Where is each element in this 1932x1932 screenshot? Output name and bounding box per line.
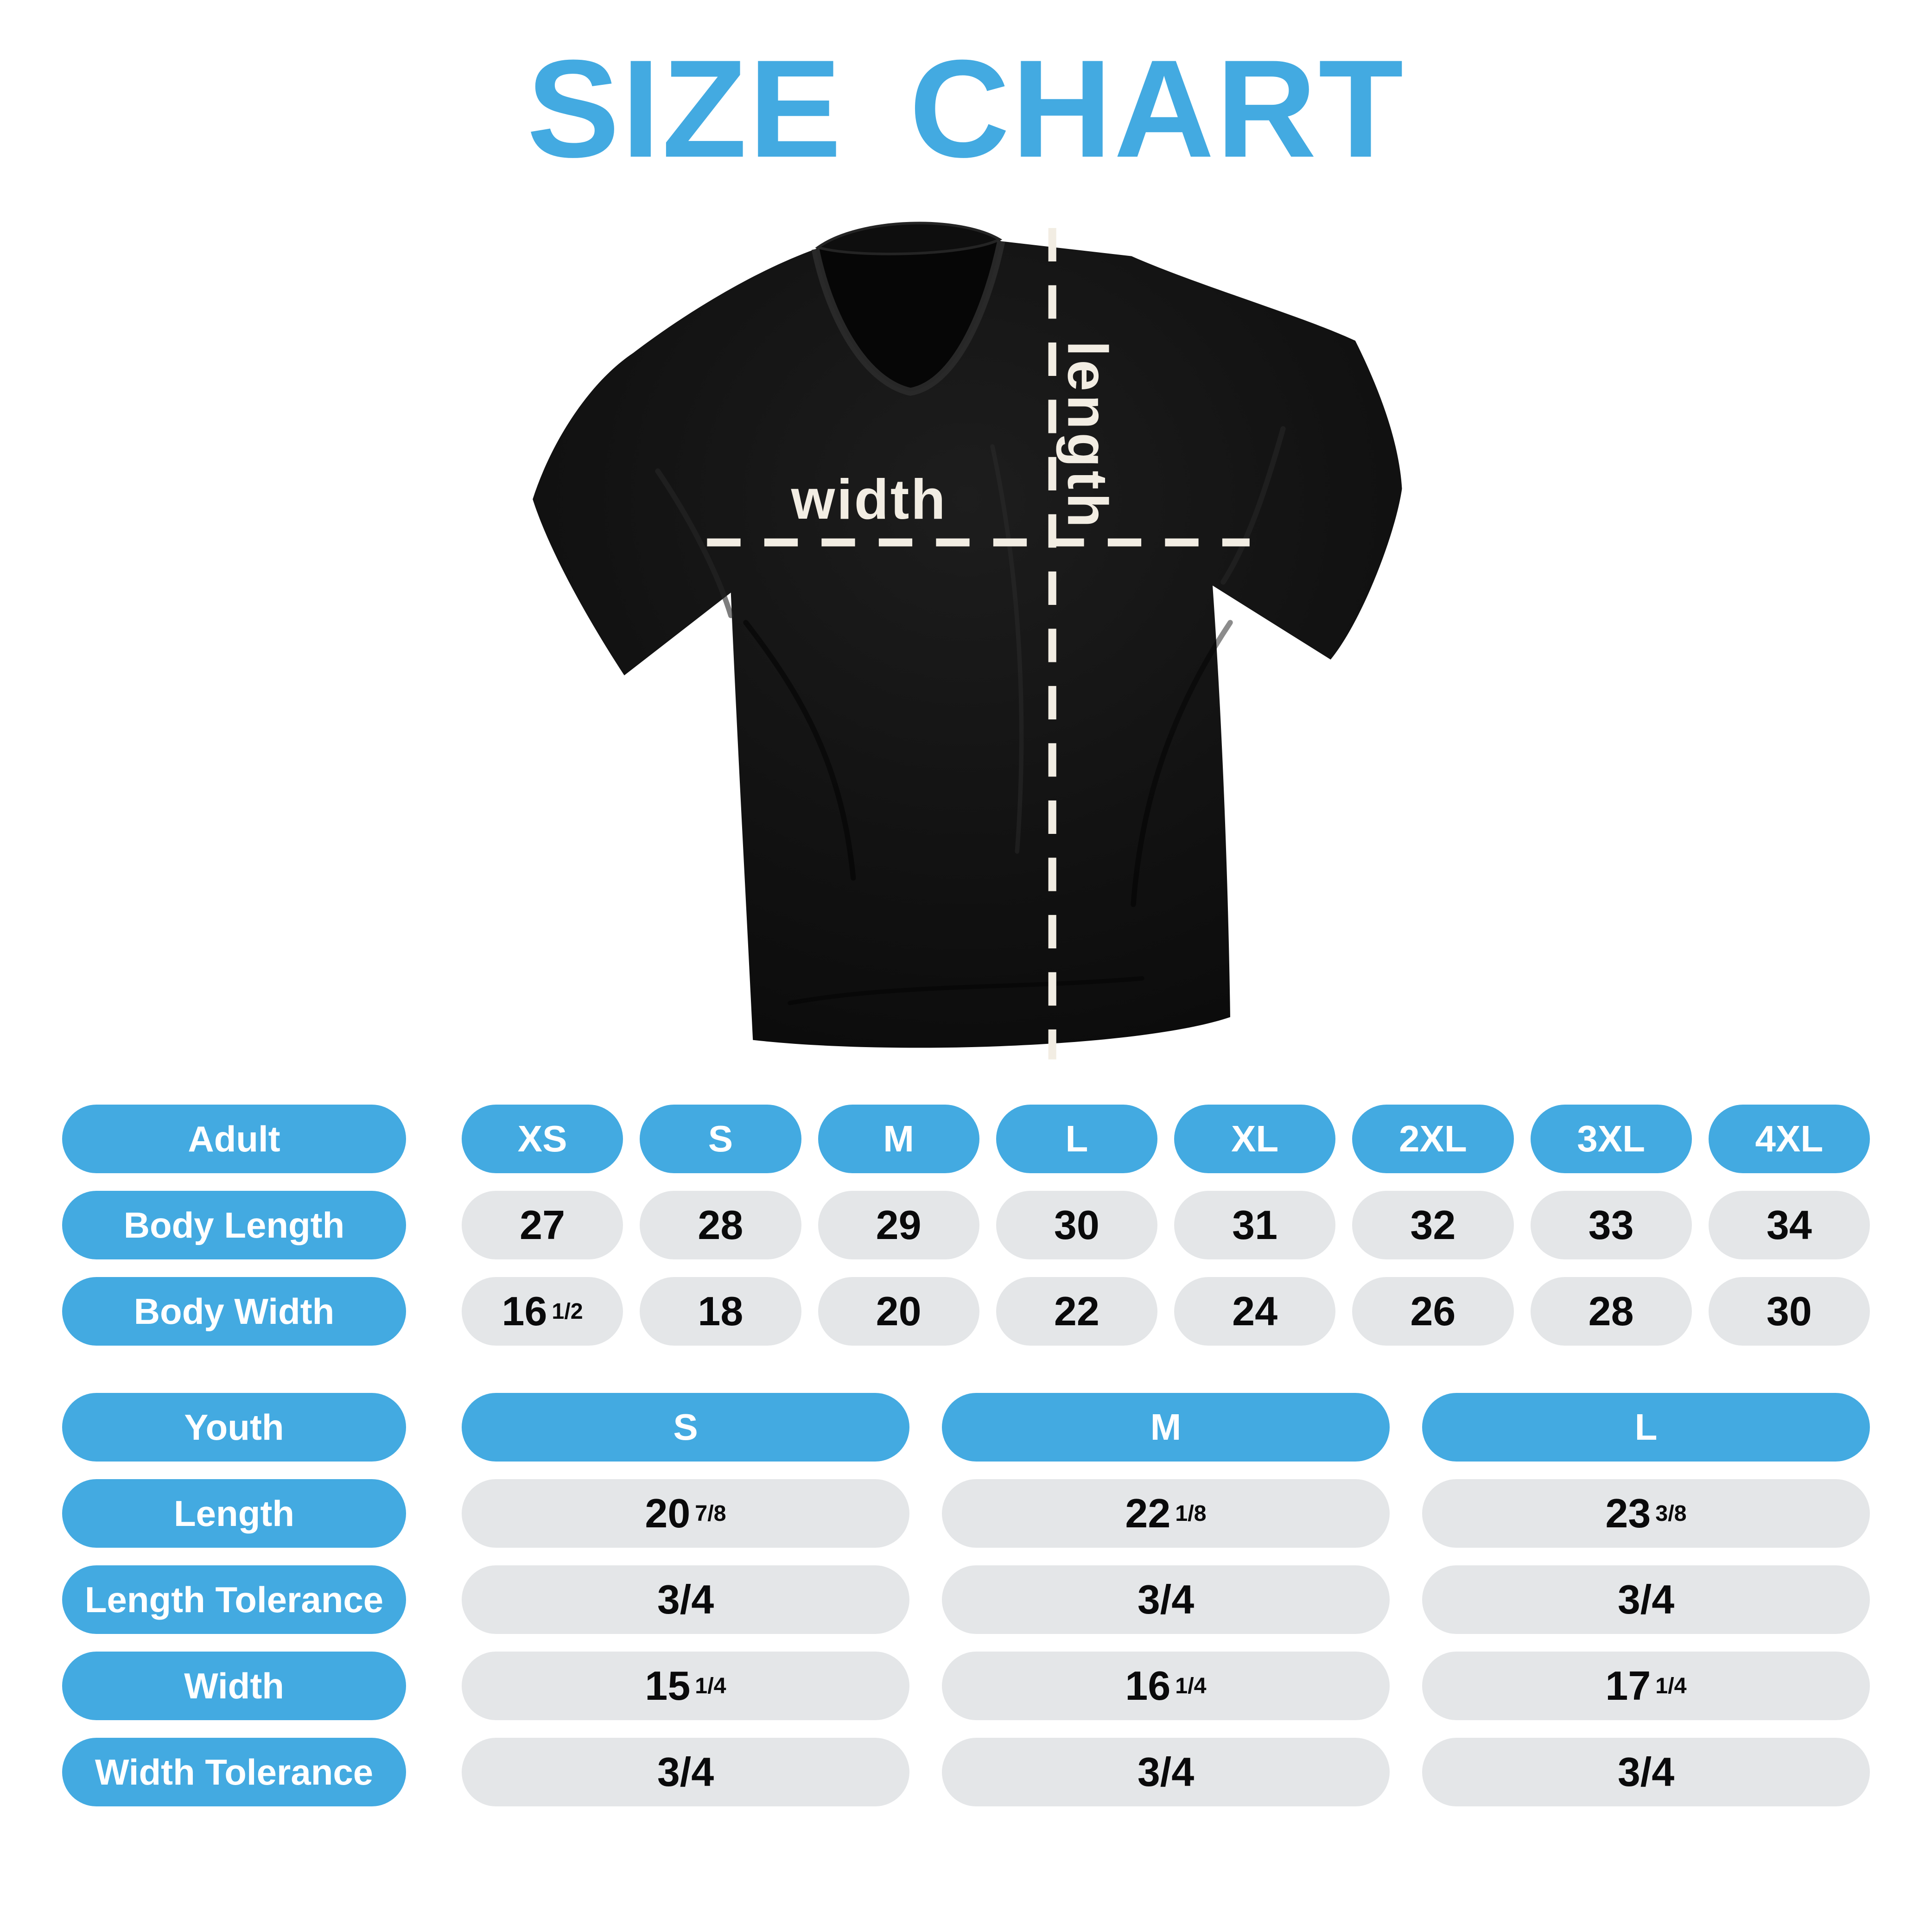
value-cell: 26 [1352,1277,1514,1346]
tshirt-svg: width length [533,222,1402,1060]
value-cell: 22 1/8 [942,1479,1390,1548]
value-cell: 3/4 [462,1565,909,1634]
youth-length-tolerance-row: Length Tolerance 3/4 3/4 3/4 [62,1565,1870,1634]
size-tables: Adult XS S M L XL 2XL 3XL 4XL Body Lengt… [62,1105,1870,1806]
size-header-xl: XL [1174,1105,1336,1173]
value-cell: 3/4 [462,1738,909,1806]
value-cell: 17 1/4 [1422,1652,1870,1720]
body-width-row: Body Width 16 1/2 18 20 22 24 26 28 30 [62,1277,1870,1346]
value-cell: 3/4 [1422,1738,1870,1806]
value-cell: 24 [1174,1277,1336,1346]
youth-size-header-m: M [942,1393,1390,1462]
tshirt-body [533,241,1402,1048]
tshirt-neck-opening [815,229,1001,392]
youth-size-header-s: S [462,1393,909,1462]
length-label: length [1056,341,1119,531]
tshirt-wrinkles [655,426,1286,1005]
value-cell: 3/4 [1422,1565,1870,1634]
row-label-width-tolerance: Width Tolerance [62,1738,406,1806]
adult-size-table: Adult XS S M L XL 2XL 3XL 4XL Body Lengt… [62,1105,1870,1346]
row-label-body-length: Body Length [62,1191,406,1259]
youth-width-tolerance-row: Width Tolerance 3/4 3/4 3/4 [62,1738,1870,1806]
value-cell: 23 3/8 [1422,1479,1870,1548]
tshirt-back-collar [815,222,1003,255]
row-label-body-width: Body Width [62,1277,406,1346]
value-cell: 3/4 [942,1565,1390,1634]
body-length-cells: 27 28 29 30 31 32 33 34 [462,1191,1870,1259]
size-header-s: S [640,1105,801,1173]
adult-header-row: Adult XS S M L XL 2XL 3XL 4XL [62,1105,1870,1173]
value-cell: 28 [1530,1277,1692,1346]
value-cell: 33 [1530,1191,1692,1259]
size-header-4xl: 4XL [1708,1105,1870,1173]
size-header-xs: XS [462,1105,623,1173]
row-label-length: Length [62,1479,406,1548]
youth-size-table: Youth S M L Length 20 7/8 22 1/8 23 3/8 Len… [62,1393,1870,1806]
value-cell: 3/4 [942,1738,1390,1806]
value-cell: 20 [818,1277,979,1346]
value-cell: 15 1/4 [462,1652,909,1720]
value-cell: 30 [1708,1277,1870,1346]
value-cell: 27 [462,1191,623,1259]
value-cell: 34 [1708,1191,1870,1259]
youth-width-cells: 15 1/4 16 1/4 17 1/4 [462,1652,1870,1720]
youth-length-tolerance-cells: 3/4 3/4 3/4 [462,1565,1870,1634]
youth-width-tolerance-cells: 3/4 3/4 3/4 [462,1738,1870,1806]
size-header-2xl: 2XL [1352,1105,1514,1173]
value-cell: 28 [640,1191,801,1259]
youth-width-row: Width 15 1/4 16 1/4 17 1/4 [62,1652,1870,1720]
size-header-m: M [818,1105,979,1173]
value-cell: 20 7/8 [462,1479,909,1548]
value-cell: 16 1/4 [942,1652,1390,1720]
adult-header-cells: XS S M L XL 2XL 3XL 4XL [462,1105,1870,1173]
value-cell: 31 [1174,1191,1336,1259]
page-title: SIZE CHART [527,31,1405,186]
body-length-row: Body Length 27 28 29 30 31 32 33 34 [62,1191,1870,1259]
row-label-width: Width [62,1652,406,1720]
tshirt-collar-band [811,240,1005,396]
youth-size-header-l: L [1422,1393,1870,1462]
width-label: width [791,468,947,531]
value-cell: 16 1/2 [462,1277,623,1346]
row-label-length-tolerance: Length Tolerance [62,1565,406,1634]
youth-length-row: Length 20 7/8 22 1/8 23 3/8 [62,1479,1870,1548]
value-cell: 30 [996,1191,1157,1259]
size-header-3xl: 3XL [1530,1105,1692,1173]
value-cell: 29 [818,1191,979,1259]
youth-header-row: Youth S M L [62,1393,1870,1462]
youth-table-title: Youth [62,1393,406,1462]
value-cell: 22 [996,1277,1157,1346]
youth-length-cells: 20 7/8 22 1/8 23 3/8 [462,1479,1870,1548]
youth-header-cells: S M L [462,1393,1870,1462]
adult-table-title: Adult [62,1105,406,1173]
value-cell: 18 [640,1277,801,1346]
body-width-cells: 16 1/2 18 20 22 24 26 28 30 [462,1277,1870,1346]
size-header-l: L [996,1105,1157,1173]
tshirt-diagram: width length [526,209,1406,1064]
value-cell: 32 [1352,1191,1514,1259]
